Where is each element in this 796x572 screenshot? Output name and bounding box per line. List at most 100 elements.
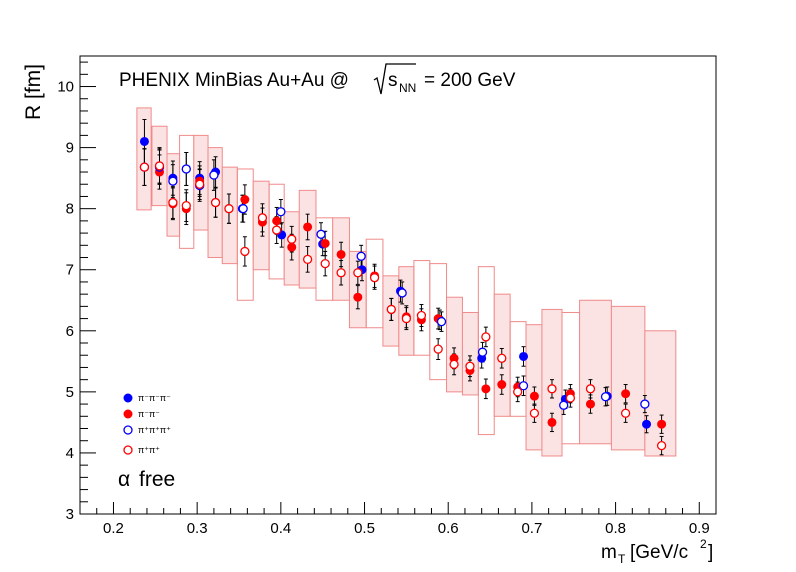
data-point xyxy=(640,399,650,409)
data-point xyxy=(401,313,412,324)
data-point xyxy=(513,387,523,397)
title-sqrt-variable: s xyxy=(388,70,398,91)
legend-marker xyxy=(123,409,133,419)
y-tick-label: 10 xyxy=(57,79,74,96)
data-point xyxy=(257,213,268,223)
y-tick-label: 7 xyxy=(66,262,74,279)
data-point xyxy=(397,288,407,298)
data-point xyxy=(518,381,529,391)
systematic-box xyxy=(610,305,646,451)
systematic-box xyxy=(644,330,677,457)
data-point xyxy=(565,393,576,403)
x-axis-label-subscript: T xyxy=(618,552,626,566)
systematic-box xyxy=(221,166,238,265)
y-tick-label: 5 xyxy=(66,384,74,401)
data-point xyxy=(497,380,507,390)
data-point xyxy=(303,222,313,232)
data-point xyxy=(369,273,380,283)
data-point xyxy=(519,351,529,361)
systematic-box xyxy=(315,217,334,301)
legend-label: π⁻π⁻ xyxy=(138,409,160,419)
data-point xyxy=(240,246,250,257)
data-point xyxy=(559,400,569,410)
x-tick-label: 0.4 xyxy=(270,520,291,537)
data-point xyxy=(168,176,178,186)
data-point xyxy=(465,361,475,371)
x-axis-label-units: [GeV/c xyxy=(630,542,688,563)
x-tick-label: 0.8 xyxy=(605,520,626,537)
data-point xyxy=(585,384,596,394)
systematic-box xyxy=(579,299,612,445)
data-point xyxy=(529,391,539,401)
systematic-error-boxes xyxy=(136,107,677,457)
data-point xyxy=(620,408,631,418)
data-point xyxy=(642,419,652,429)
data-point xyxy=(547,417,557,427)
x-tick-label: 0.9 xyxy=(689,520,710,537)
data-point xyxy=(529,408,540,418)
data-point xyxy=(272,216,282,226)
legend: π⁻π⁻π⁻π⁻π⁻π⁺π⁺π⁺π⁺π⁺ xyxy=(123,393,171,455)
x-axis-label: m T [GeV/c 2 ] xyxy=(601,537,713,566)
alpha-free-label: free xyxy=(139,468,175,491)
systematic-box xyxy=(561,311,581,445)
data-point xyxy=(547,384,557,394)
data-point xyxy=(287,242,297,252)
data-markers xyxy=(139,136,667,451)
data-point xyxy=(353,268,363,278)
data-point xyxy=(168,197,178,208)
data-point xyxy=(353,292,363,302)
data-point xyxy=(656,440,667,451)
data-point xyxy=(481,332,491,342)
data-point xyxy=(195,179,205,189)
data-point xyxy=(481,384,491,394)
sqrt-symbol xyxy=(373,63,416,95)
data-point xyxy=(336,268,346,278)
data-point xyxy=(433,344,443,354)
y-tick-label: 9 xyxy=(66,140,74,157)
data-point xyxy=(657,419,667,429)
data-point xyxy=(416,310,427,321)
data-point xyxy=(477,347,488,357)
data-point xyxy=(585,399,595,409)
data-point xyxy=(154,161,165,171)
x-tick-label: 0.6 xyxy=(438,520,459,537)
title-sqrt-subscript: NN xyxy=(399,81,416,95)
x-axis-label-main: m xyxy=(601,542,617,563)
y-axis-label: R [fm] xyxy=(22,64,45,120)
data-point xyxy=(240,195,250,205)
data-point xyxy=(356,251,366,261)
legend-marker xyxy=(123,393,133,403)
data-point xyxy=(209,170,219,180)
data-point xyxy=(436,316,447,327)
legend-label: π⁺π⁺ xyxy=(138,445,160,455)
x-tick-label: 0.3 xyxy=(187,520,208,537)
data-point xyxy=(336,249,346,259)
data-point xyxy=(181,200,191,211)
data-point xyxy=(272,225,282,235)
data-point xyxy=(139,162,150,172)
data-point xyxy=(600,392,611,402)
axes: 0.2 0.3 0.4 0.5 0.6 0.7 0.8 0.9 3 4 5 6 7 8 9 10 xyxy=(57,55,717,537)
x-axis-label-superscript: 2 xyxy=(700,537,707,551)
x-tick-label: 0.2 xyxy=(103,520,124,537)
data-point xyxy=(316,229,326,239)
data-point xyxy=(497,353,507,363)
legend-label: π⁻π⁻π⁻ xyxy=(138,393,171,403)
data-point xyxy=(210,197,221,208)
x-axis-label-close: ] xyxy=(708,542,713,563)
x-tick-label: 0.5 xyxy=(354,520,375,537)
data-point xyxy=(276,207,286,217)
chart-title: PHENIX MinBias Au+Au @ xyxy=(119,70,349,91)
x-tick-label: 0.7 xyxy=(521,520,542,537)
y-tick-label: 4 xyxy=(66,445,74,462)
data-point xyxy=(302,254,313,265)
systematic-box xyxy=(446,296,463,393)
data-point xyxy=(386,304,396,315)
systematic-box xyxy=(461,311,479,396)
y-tick-label: 6 xyxy=(66,323,74,340)
data-point xyxy=(238,204,248,214)
legend-label: π⁺π⁺π⁺ xyxy=(138,425,171,435)
title-energy: = 200 GeV xyxy=(424,70,516,91)
